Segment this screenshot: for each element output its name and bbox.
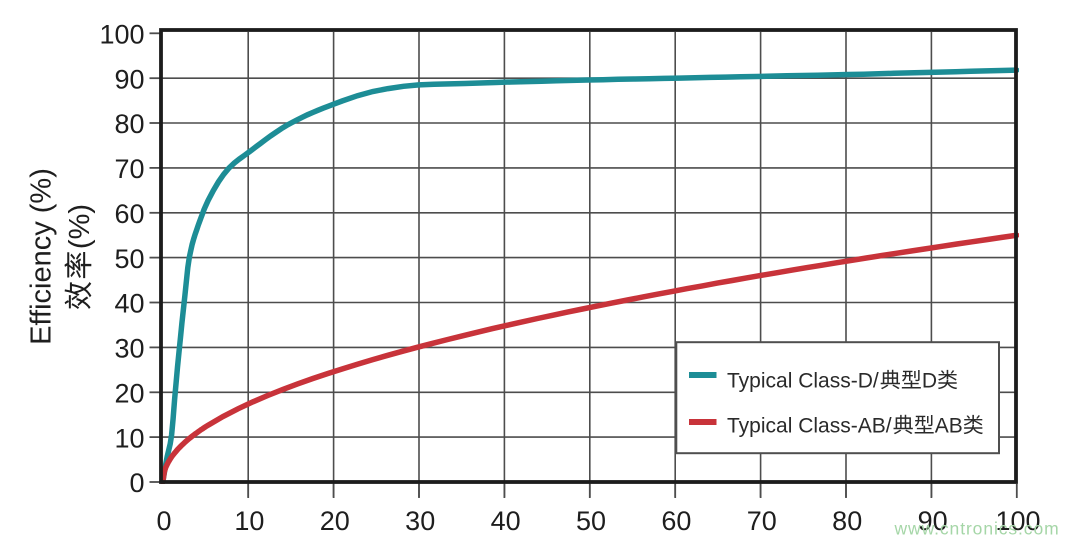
svg-text:100: 100: [99, 20, 144, 50]
svg-text:80: 80: [114, 109, 144, 139]
svg-text:40: 40: [114, 289, 144, 319]
svg-text:AB: AB: [935, 415, 963, 438]
svg-text:D: D: [922, 370, 937, 393]
svg-text:www.cntronics.com: www.cntronics.com: [894, 519, 1060, 539]
svg-text:30: 30: [114, 334, 144, 364]
svg-text:0: 0: [129, 468, 144, 498]
svg-text:60: 60: [661, 506, 691, 536]
svg-text:20: 20: [114, 379, 144, 409]
svg-text:40: 40: [491, 506, 521, 536]
svg-text:80: 80: [832, 506, 862, 536]
svg-text:10: 10: [234, 506, 264, 536]
svg-text:90: 90: [114, 64, 144, 94]
svg-text:10: 10: [114, 423, 144, 453]
svg-text:70: 70: [747, 506, 777, 536]
svg-text:Efficiency (%): Efficiency (%): [26, 168, 58, 345]
svg-text:50: 50: [114, 244, 144, 274]
svg-text:Typical Class-D/: Typical Class-D/: [727, 370, 879, 393]
svg-text:70: 70: [114, 154, 144, 184]
svg-text:20: 20: [320, 506, 350, 536]
svg-text:90: 90: [918, 506, 948, 536]
svg-text:(%): (%): [64, 204, 96, 249]
svg-text:60: 60: [114, 199, 144, 229]
svg-text:0: 0: [156, 506, 171, 536]
svg-text:50: 50: [576, 506, 606, 536]
svg-text:Typical Class-AB/: Typical Class-AB/: [727, 415, 892, 438]
svg-text:100: 100: [995, 506, 1040, 536]
svg-text:30: 30: [405, 506, 435, 536]
